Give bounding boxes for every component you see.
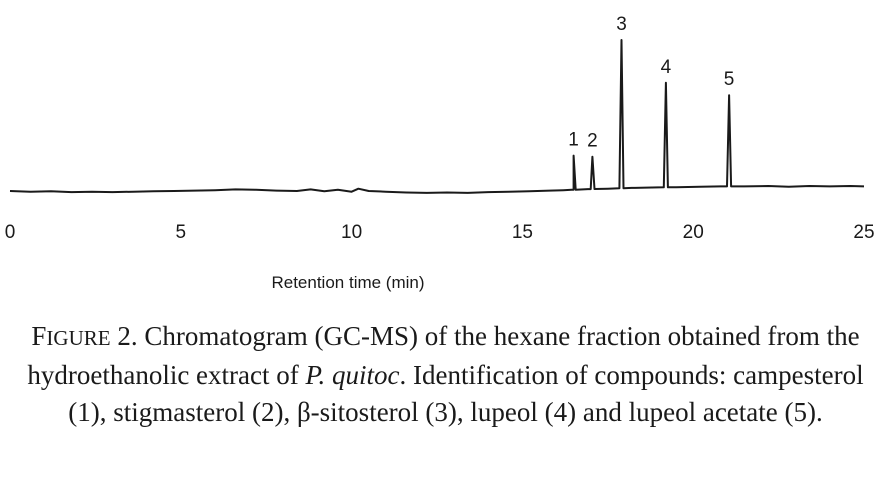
chromatogram-line — [9, 39, 865, 194]
caption-species-name: P. quitoc — [305, 360, 400, 390]
peak-label-2: 2 — [587, 131, 598, 152]
peak-label-4: 4 — [661, 57, 672, 78]
figure-caption: FIGURE 2. Chromatogram (GC-MS) of the he… — [10, 318, 881, 431]
peak-label-3: 3 — [616, 14, 627, 35]
peak-label-1: 1 — [568, 130, 579, 151]
x-tick-label-10: 10 — [341, 222, 362, 243]
peak-label-layer: 1 2 3 4 5 — [568, 14, 734, 152]
x-tick-label-20: 20 — [683, 222, 704, 243]
caption-text-before-italic: Chromatogram (GC-MS) of the hexane fract… — [27, 321, 860, 390]
caption-figure-label-rest: IGURE — [46, 326, 111, 350]
x-tick-label-15: 15 — [512, 222, 533, 243]
chromatogram-chart: 1 2 3 4 5 0 5 10 15 20 25 Retention time (min) — [5, 14, 875, 292]
x-tick-label-0: 0 — [5, 222, 16, 243]
peak-label-5: 5 — [724, 69, 735, 90]
x-tick-label-25: 25 — [853, 222, 874, 243]
x-tick-label-layer: 0 5 10 15 20 25 — [5, 222, 875, 243]
caption-text-after-italic: . Identification of compounds: campester… — [68, 360, 864, 427]
x-axis-title: Retention time (min) — [271, 273, 424, 292]
caption-figure-label-initial: F — [31, 321, 47, 351]
x-tick-label-5: 5 — [176, 222, 187, 243]
chromatogram-trace-layer — [9, 39, 865, 194]
caption-figure-number: 2. — [110, 321, 138, 351]
